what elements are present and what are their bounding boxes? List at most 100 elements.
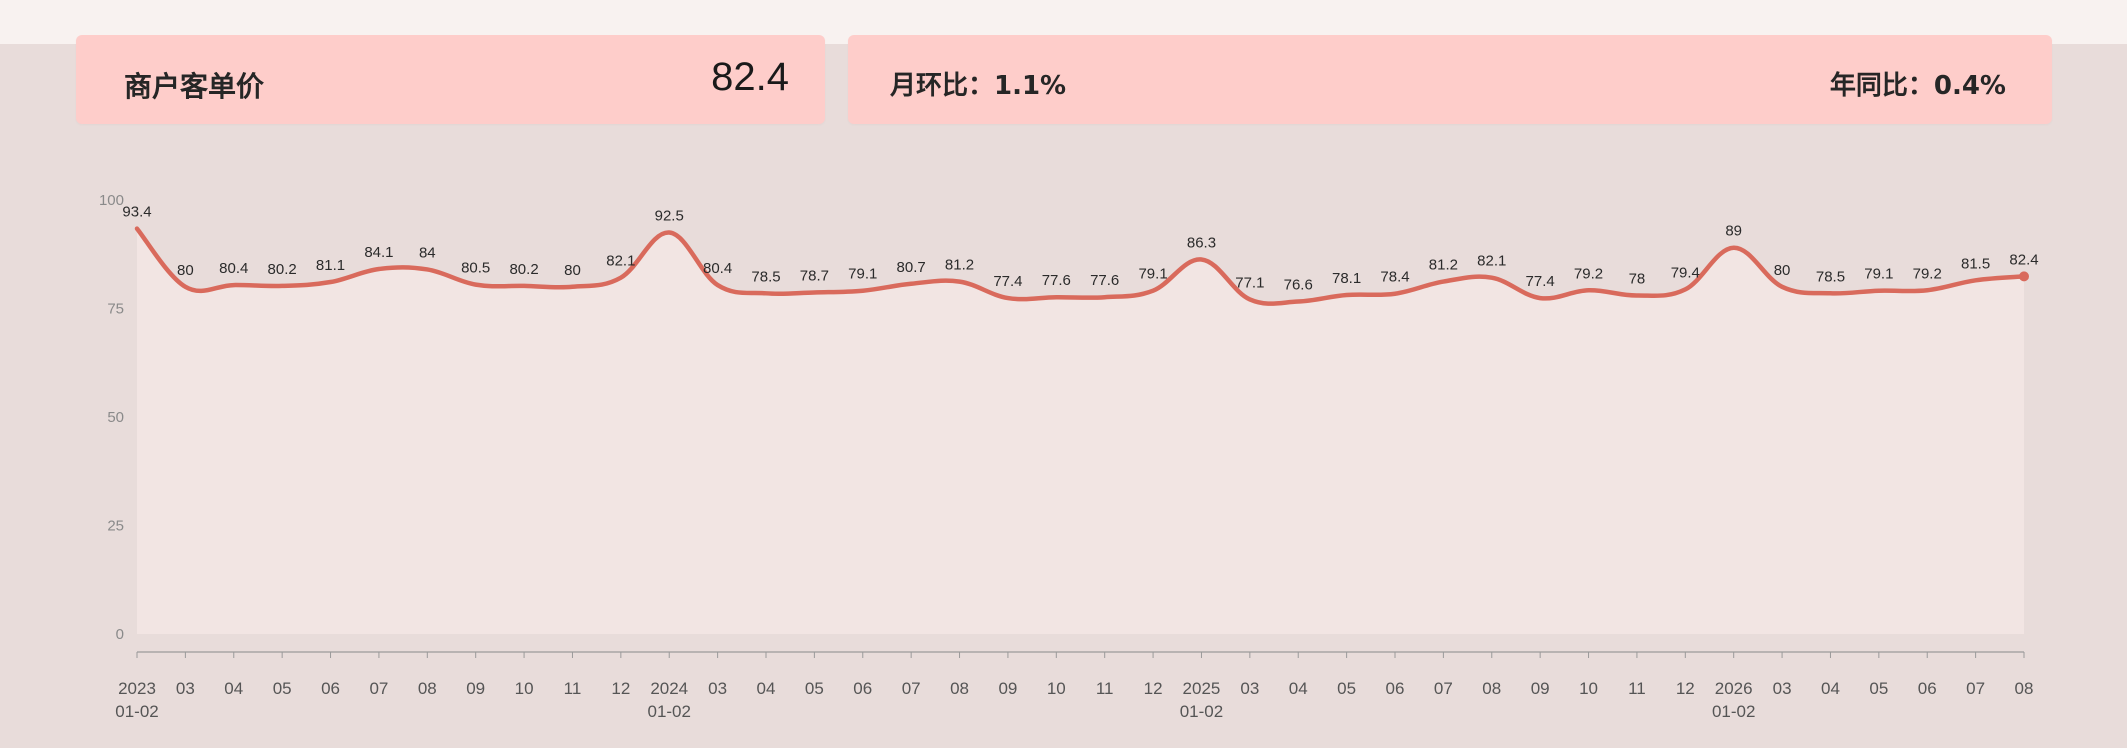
data-label: 80.7 bbox=[897, 259, 926, 276]
data-label: 82.1 bbox=[1477, 253, 1506, 270]
x-tick-label: 07 bbox=[1434, 679, 1453, 698]
x-tick-label: 06 bbox=[1918, 679, 1937, 698]
x-tick-label: 05 bbox=[805, 679, 824, 698]
y-tick-label: 100 bbox=[99, 192, 124, 209]
x-tick-label: 09 bbox=[1531, 679, 1550, 698]
x-tick-label: 08 bbox=[2015, 679, 2034, 698]
x-tick-label: 03 bbox=[1240, 679, 1259, 698]
x-tick-label: 03 bbox=[1773, 679, 1792, 698]
x-tick-label: 01-02 bbox=[647, 702, 690, 721]
data-label: 78 bbox=[1629, 270, 1646, 287]
data-label: 80.4 bbox=[219, 260, 248, 277]
x-tick-label: 12 bbox=[1676, 679, 1695, 698]
x-tick-label: 12 bbox=[611, 679, 630, 698]
data-label: 79.1 bbox=[1138, 266, 1167, 283]
data-label: 84.1 bbox=[364, 244, 393, 261]
x-tick-label: 08 bbox=[1482, 679, 1501, 698]
x-tick-label: 06 bbox=[321, 679, 340, 698]
data-label: 86.3 bbox=[1187, 234, 1216, 251]
x-tick-label: 09 bbox=[998, 679, 1017, 698]
y-tick-label: 75 bbox=[107, 301, 124, 318]
data-label: 81.2 bbox=[1429, 257, 1458, 274]
data-label: 78.5 bbox=[751, 268, 780, 285]
x-tick-label: 2025 bbox=[1183, 679, 1221, 698]
x-tick-label: 01-02 bbox=[1712, 702, 1755, 721]
data-label: 78.1 bbox=[1332, 270, 1361, 287]
x-tick-label: 10 bbox=[515, 679, 534, 698]
x-tick-label: 05 bbox=[1337, 679, 1356, 698]
data-label: 79.2 bbox=[1574, 265, 1603, 282]
data-label: 79.4 bbox=[1671, 264, 1700, 281]
x-tick-label: 03 bbox=[176, 679, 195, 698]
x-tick-label: 10 bbox=[1579, 679, 1598, 698]
x-tick-label: 04 bbox=[1289, 679, 1308, 698]
month-over-month: 月环比：1.1% bbox=[890, 71, 1067, 101]
data-label: 89 bbox=[1725, 223, 1742, 240]
data-label: 79.2 bbox=[1913, 265, 1942, 282]
x-tick-label: 01-02 bbox=[115, 702, 158, 721]
metric-value: 82.4 bbox=[711, 55, 789, 99]
data-label: 78.4 bbox=[1380, 269, 1409, 286]
x-tick-label: 09 bbox=[466, 679, 485, 698]
kpi-card: 商户客单价 82.4 bbox=[76, 35, 825, 124]
x-tick-label: 04 bbox=[757, 679, 776, 698]
data-label: 81.5 bbox=[1961, 255, 1990, 272]
year-over-year: 年同比：0.4% bbox=[1829, 71, 2006, 101]
x-tick-label: 06 bbox=[1386, 679, 1405, 698]
x-tick-label: 05 bbox=[1869, 679, 1888, 698]
x-tick-label: 11 bbox=[1628, 679, 1646, 698]
x-tick-label: 2023 bbox=[118, 679, 156, 698]
data-label: 84 bbox=[419, 244, 436, 261]
data-label: 80.5 bbox=[461, 260, 490, 277]
x-tick-label: 08 bbox=[418, 679, 437, 698]
data-point bbox=[2019, 271, 2029, 282]
data-label: 78.5 bbox=[1816, 268, 1845, 285]
data-label: 80 bbox=[1774, 262, 1791, 279]
data-label: 82.1 bbox=[606, 253, 635, 270]
x-tick-label: 10 bbox=[1047, 679, 1066, 698]
data-label: 80 bbox=[564, 262, 581, 279]
x-tick-label: 04 bbox=[1821, 679, 1840, 698]
data-label: 82.4 bbox=[2009, 251, 2038, 268]
x-tick-label: 07 bbox=[1966, 679, 1985, 698]
data-label: 92.5 bbox=[655, 208, 684, 225]
data-label: 79.1 bbox=[1864, 266, 1893, 283]
x-tick-label: 2024 bbox=[650, 679, 688, 698]
data-label: 77.4 bbox=[993, 273, 1022, 290]
series-line bbox=[134, 226, 2027, 306]
x-tick-label: 07 bbox=[369, 679, 388, 698]
x-tick-label: 03 bbox=[708, 679, 727, 698]
y-tick-label: 50 bbox=[107, 409, 124, 426]
area-fill bbox=[137, 228, 2024, 635]
data-label: 80 bbox=[177, 262, 194, 279]
data-label: 81.1 bbox=[316, 257, 345, 274]
x-tick-label: 11 bbox=[564, 679, 582, 698]
x-tick-label: 04 bbox=[224, 679, 243, 698]
x-tick-label: 12 bbox=[1144, 679, 1163, 698]
x-tick-label: 06 bbox=[853, 679, 872, 698]
x-tick-label: 07 bbox=[902, 679, 921, 698]
data-label: 78.7 bbox=[800, 267, 829, 284]
y-tick-label: 25 bbox=[107, 518, 124, 535]
data-label: 81.2 bbox=[945, 257, 974, 274]
data-label: 77.4 bbox=[1526, 273, 1555, 290]
data-label: 80.4 bbox=[703, 260, 732, 277]
x-tick-label: 01-02 bbox=[1180, 702, 1223, 721]
data-label: 80.2 bbox=[509, 261, 538, 278]
comparison-card: 月环比：1.1% 年同比：0.4% bbox=[848, 35, 2052, 124]
x-tick-label: 2026 bbox=[1715, 679, 1753, 698]
x-tick-label: 05 bbox=[273, 679, 292, 698]
data-label: 93.4 bbox=[122, 204, 151, 221]
data-label: 77.1 bbox=[1235, 274, 1264, 291]
data-label: 80.2 bbox=[268, 261, 297, 278]
data-label: 77.6 bbox=[1042, 272, 1071, 289]
y-tick-label: 0 bbox=[116, 626, 124, 643]
metric-label: 商户客单价 bbox=[124, 70, 265, 103]
x-tick-label: 11 bbox=[1096, 679, 1114, 698]
x-tick-label: 08 bbox=[950, 679, 969, 698]
data-label: 76.6 bbox=[1284, 277, 1313, 294]
data-label: 79.1 bbox=[848, 266, 877, 283]
data-label: 77.6 bbox=[1090, 272, 1119, 289]
